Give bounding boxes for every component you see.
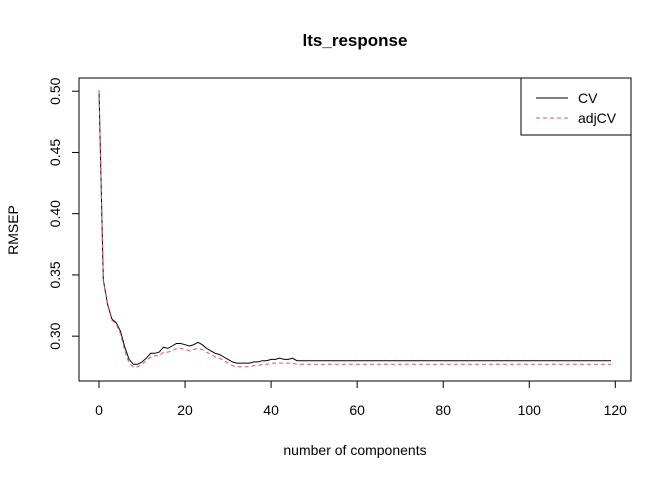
y-axis-label: RMSEP xyxy=(5,205,21,255)
series-line-cv xyxy=(98,89,611,365)
plot-frame xyxy=(78,77,632,382)
x-tick-label: 20 xyxy=(177,402,193,418)
x-tick-label: 60 xyxy=(349,402,365,418)
y-tick-label: 0.40 xyxy=(47,200,63,227)
y-tick-label: 0.30 xyxy=(47,322,63,349)
x-tick-label: 100 xyxy=(518,402,542,418)
series-layer xyxy=(98,89,611,368)
legend-box xyxy=(520,77,632,136)
x-tick-label: 0 xyxy=(95,402,103,418)
chart-title: lts_response xyxy=(303,31,408,50)
legend: CV adjCV xyxy=(520,77,632,136)
y-tick-label: 0.45 xyxy=(47,139,63,166)
x-axis-label: number of components xyxy=(283,442,426,458)
y-tick-label: 0.35 xyxy=(47,261,63,288)
y-tick-label: 0.50 xyxy=(47,77,63,104)
x-tick-label: 80 xyxy=(435,402,451,418)
x-tick-label: 120 xyxy=(604,402,628,418)
legend-adjcv-label: adjCV xyxy=(578,110,617,126)
x-tick-label: 40 xyxy=(263,402,279,418)
legend-cv-label: CV xyxy=(578,90,598,106)
series-line-adjcv xyxy=(98,89,611,368)
